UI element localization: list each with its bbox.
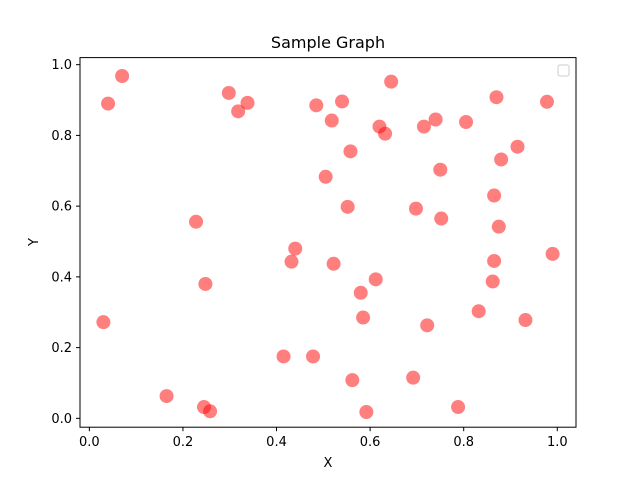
scatter-point [198, 276, 213, 291]
scatter-point [240, 95, 255, 110]
scatter-points [96, 68, 560, 419]
x-axis-label: X [324, 456, 333, 471]
legend-box [557, 64, 570, 77]
scatter-point [368, 272, 383, 287]
scatter-point [433, 162, 448, 177]
scatter-point [487, 253, 502, 268]
x-tick-label: 0.2 [173, 435, 194, 450]
scatter-point [471, 304, 486, 319]
scatter-point [359, 404, 374, 419]
scatter-point [115, 68, 130, 83]
scatter-point [318, 169, 333, 184]
y-tick-label: 0.6 [51, 200, 72, 215]
scatter-point [434, 211, 449, 226]
scatter-point [384, 74, 399, 89]
scatter-point [489, 90, 504, 105]
scatter-point [340, 199, 355, 214]
x-tick-label: 0.8 [453, 435, 474, 450]
scatter-point [539, 94, 554, 109]
scatter-point [221, 85, 236, 100]
y-tick-label: 1.0 [51, 58, 72, 73]
scatter-point [189, 214, 204, 229]
x-axis-ticks: 0.0 0.2 0.4 0.6 0.8 1.0 [79, 427, 568, 450]
x-tick-label: 1.0 [547, 435, 568, 450]
y-tick-label: 0.8 [51, 129, 72, 144]
scatter-point [324, 113, 339, 128]
scatter-point [406, 370, 421, 385]
scatter-point [420, 318, 435, 333]
scatter-point [345, 373, 360, 388]
scatter-point [203, 404, 218, 419]
scatter-point [518, 313, 533, 328]
scatter-point [428, 112, 443, 127]
scatter-point [545, 246, 560, 261]
scatter-point [343, 144, 358, 159]
scatter-point [231, 104, 246, 119]
scatter-point [276, 349, 291, 364]
y-axis-ticks: 0.0 0.2 0.4 0.6 0.8 1.0 [51, 58, 80, 427]
scatter-point [459, 114, 474, 129]
scatter-point [378, 126, 393, 141]
x-tick-label: 0.4 [266, 435, 287, 450]
scatter-point [326, 256, 341, 271]
scatter-point [416, 119, 431, 134]
scatter-point [451, 400, 466, 415]
scatter-point [96, 315, 111, 330]
scatter-point [101, 96, 116, 111]
y-tick-label: 0.2 [51, 341, 72, 356]
chart-title: Sample Graph [271, 33, 385, 52]
scatter-point [485, 274, 500, 289]
scatter-point [306, 349, 321, 364]
scatter-point [159, 389, 174, 404]
x-tick-label: 0.0 [79, 435, 100, 450]
y-axis-label: Y [27, 238, 42, 247]
scatter-point [335, 94, 350, 109]
scatter-point [353, 285, 368, 300]
scatter-point [408, 201, 423, 216]
scatter-point [494, 152, 509, 167]
scatter-point [487, 188, 502, 203]
plot-frame [79, 57, 577, 428]
scatter-point [491, 219, 506, 234]
y-tick-label: 0.4 [51, 270, 72, 285]
y-tick-label: 0.0 [51, 412, 72, 427]
scatter-point [510, 139, 525, 154]
x-tick-label: 0.6 [360, 435, 381, 450]
scatter-point [356, 310, 371, 325]
scatter-point [288, 241, 303, 256]
scatter-point [309, 98, 324, 113]
scatter-point [284, 254, 299, 269]
